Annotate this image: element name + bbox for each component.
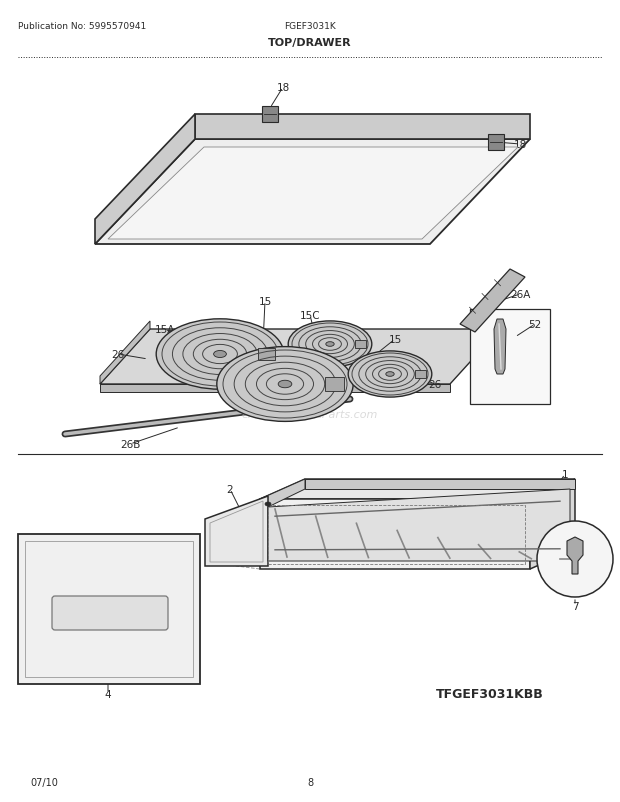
Text: Publication No: 5995570941: Publication No: 5995570941 — [18, 22, 146, 31]
Text: 7: 7 — [572, 602, 578, 611]
FancyBboxPatch shape — [258, 348, 275, 361]
Ellipse shape — [214, 351, 226, 358]
FancyBboxPatch shape — [470, 310, 550, 404]
Polygon shape — [260, 480, 575, 500]
Text: TOP/DRAWER: TOP/DRAWER — [268, 38, 352, 48]
Text: eReplacementParts.com: eReplacementParts.com — [242, 410, 378, 419]
Polygon shape — [195, 115, 530, 140]
Text: 18: 18 — [277, 83, 290, 93]
Text: 18: 18 — [513, 140, 526, 150]
Polygon shape — [494, 320, 506, 375]
Text: 15: 15 — [259, 297, 272, 306]
Text: 26A: 26A — [510, 290, 530, 300]
FancyBboxPatch shape — [415, 371, 426, 379]
Text: 15A: 15A — [155, 325, 175, 334]
FancyBboxPatch shape — [355, 340, 366, 349]
Polygon shape — [108, 148, 518, 240]
Text: 4: 4 — [105, 689, 112, 699]
Polygon shape — [488, 135, 504, 151]
Ellipse shape — [156, 319, 284, 390]
Polygon shape — [100, 322, 150, 384]
Polygon shape — [260, 480, 305, 508]
Text: 07/10: 07/10 — [30, 777, 58, 787]
Ellipse shape — [278, 381, 292, 388]
Text: 15C: 15C — [299, 310, 321, 321]
Text: 1: 1 — [562, 469, 569, 480]
FancyBboxPatch shape — [326, 378, 344, 391]
Polygon shape — [205, 496, 268, 566]
Ellipse shape — [217, 347, 353, 422]
Polygon shape — [530, 480, 575, 569]
Text: 15: 15 — [388, 334, 402, 345]
Polygon shape — [260, 500, 530, 569]
Circle shape — [537, 521, 613, 597]
Polygon shape — [18, 534, 200, 684]
Polygon shape — [567, 537, 583, 574]
Text: 26: 26 — [428, 379, 441, 390]
FancyBboxPatch shape — [52, 596, 168, 630]
Ellipse shape — [288, 322, 372, 367]
Text: TFGEF3031KBB: TFGEF3031KBB — [436, 687, 544, 701]
Polygon shape — [100, 384, 450, 392]
Text: 26: 26 — [112, 350, 125, 359]
Text: 52: 52 — [528, 320, 542, 330]
Polygon shape — [95, 115, 195, 245]
Text: 15B: 15B — [300, 399, 320, 410]
Text: 2: 2 — [227, 484, 233, 494]
Ellipse shape — [348, 351, 432, 398]
Text: 16: 16 — [393, 150, 407, 160]
Text: FGEF3031K: FGEF3031K — [284, 22, 336, 31]
Text: 8: 8 — [307, 777, 313, 787]
Polygon shape — [460, 269, 525, 333]
Ellipse shape — [386, 372, 394, 377]
Text: 26B: 26B — [120, 439, 140, 449]
Polygon shape — [305, 480, 575, 489]
Ellipse shape — [265, 502, 271, 506]
Polygon shape — [268, 489, 570, 561]
Polygon shape — [95, 140, 530, 245]
Polygon shape — [262, 107, 278, 123]
Polygon shape — [100, 330, 500, 384]
Ellipse shape — [326, 342, 334, 347]
